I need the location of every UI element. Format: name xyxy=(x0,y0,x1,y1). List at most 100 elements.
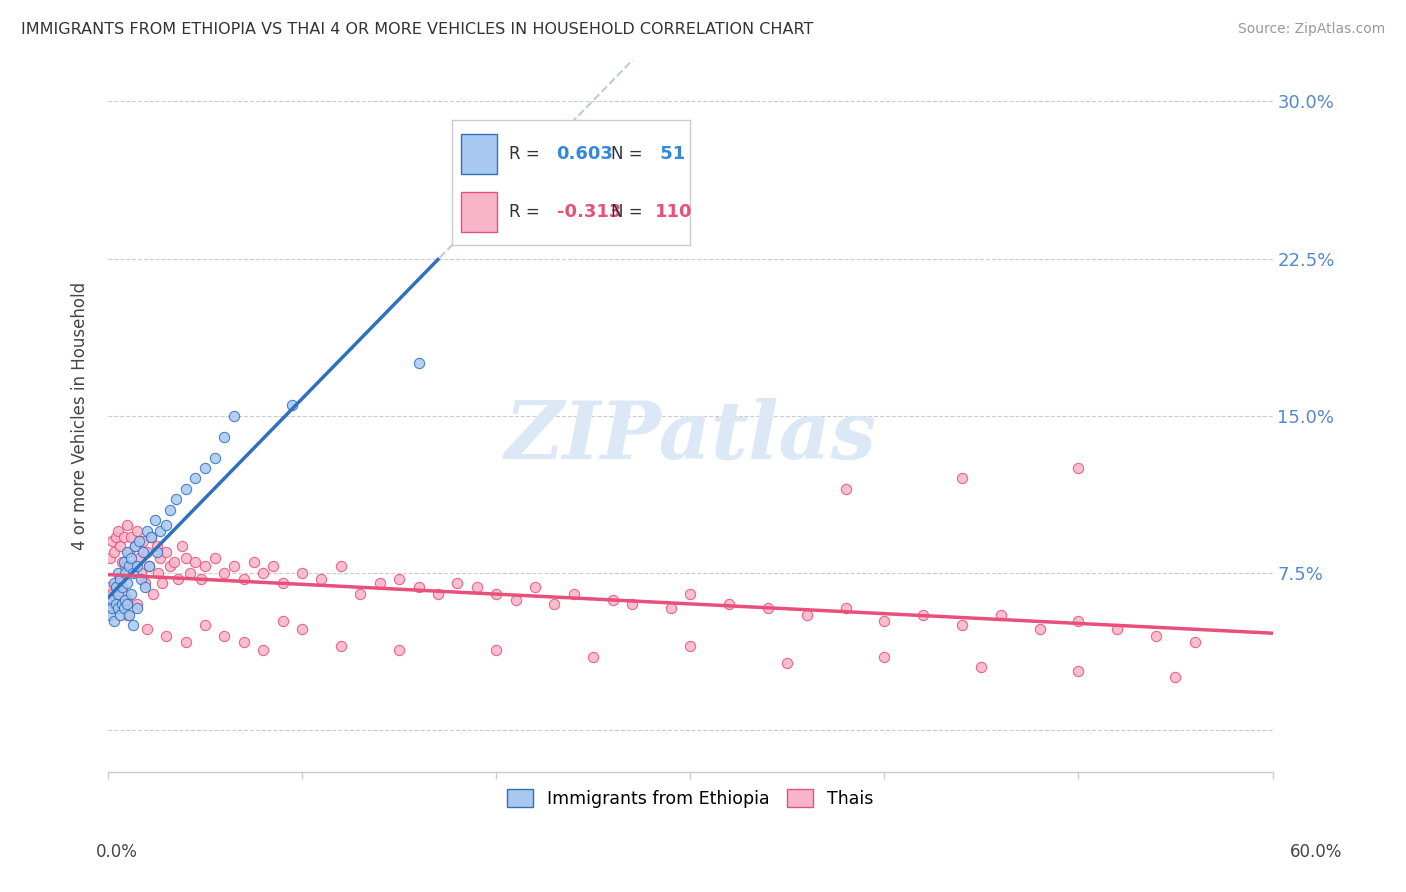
Point xyxy=(1144,629,1167,643)
Point xyxy=(349,587,371,601)
Point xyxy=(128,534,150,549)
Point xyxy=(135,524,157,538)
Point xyxy=(204,450,226,465)
Point xyxy=(291,566,314,580)
Point xyxy=(950,618,973,632)
Point xyxy=(271,614,294,628)
Point xyxy=(142,587,165,601)
Point xyxy=(179,566,201,580)
Point xyxy=(582,649,605,664)
Point xyxy=(122,566,145,580)
Point xyxy=(127,601,149,615)
Point xyxy=(117,593,139,607)
Y-axis label: 4 or more Vehicles in Household: 4 or more Vehicles in Household xyxy=(72,282,89,549)
Point xyxy=(446,576,468,591)
Point xyxy=(108,539,131,553)
Point xyxy=(194,461,217,475)
Point xyxy=(505,593,527,607)
Point xyxy=(485,643,508,657)
Point xyxy=(114,559,136,574)
Point xyxy=(184,555,207,569)
Point xyxy=(659,601,682,615)
Text: 60.0%: 60.0% xyxy=(1291,843,1343,861)
Point xyxy=(124,539,146,553)
Point xyxy=(103,597,125,611)
Point xyxy=(167,572,190,586)
Point xyxy=(103,614,125,628)
Point xyxy=(190,572,212,586)
Point xyxy=(163,555,186,569)
Point xyxy=(174,635,197,649)
Point xyxy=(194,618,217,632)
Point xyxy=(150,576,173,591)
Point xyxy=(101,587,124,601)
Point xyxy=(112,601,135,615)
Point xyxy=(281,398,304,412)
Point xyxy=(1107,622,1129,636)
Point xyxy=(950,471,973,485)
Legend: Immigrants from Ethiopia, Thais: Immigrants from Ethiopia, Thais xyxy=(499,780,882,816)
Point xyxy=(108,572,131,586)
Point xyxy=(145,545,167,559)
Point xyxy=(224,409,246,423)
Point xyxy=(388,643,411,657)
Point xyxy=(117,545,139,559)
Point xyxy=(129,566,152,580)
Point xyxy=(796,607,818,622)
Point xyxy=(134,581,156,595)
Point xyxy=(602,593,624,607)
Point xyxy=(834,601,856,615)
Point xyxy=(271,576,294,591)
Point xyxy=(107,601,129,615)
Point xyxy=(135,545,157,559)
Point xyxy=(756,601,779,615)
Point xyxy=(107,587,129,601)
Point xyxy=(117,517,139,532)
Point xyxy=(112,555,135,569)
Point xyxy=(114,593,136,607)
Point xyxy=(214,629,236,643)
Point xyxy=(149,551,172,566)
Point xyxy=(159,503,181,517)
Point xyxy=(148,566,170,580)
Point xyxy=(127,524,149,538)
Point xyxy=(873,614,896,628)
Point xyxy=(368,576,391,591)
Point xyxy=(242,555,264,569)
Point xyxy=(128,551,150,566)
Point xyxy=(776,656,799,670)
Point xyxy=(232,572,254,586)
Point xyxy=(204,551,226,566)
Point xyxy=(194,559,217,574)
Point xyxy=(124,539,146,553)
Point xyxy=(388,572,411,586)
Point xyxy=(329,559,352,574)
Point xyxy=(232,635,254,649)
Point xyxy=(408,581,430,595)
Point xyxy=(98,581,121,595)
Point xyxy=(329,639,352,653)
Point xyxy=(118,607,141,622)
Point xyxy=(107,576,129,591)
Point xyxy=(252,643,274,657)
Point xyxy=(224,559,246,574)
Point xyxy=(679,639,702,653)
Point xyxy=(524,581,547,595)
Point xyxy=(165,492,187,507)
Point xyxy=(134,576,156,591)
Point xyxy=(184,471,207,485)
Point xyxy=(138,559,160,574)
Point xyxy=(101,534,124,549)
Point xyxy=(262,559,284,574)
Point xyxy=(108,607,131,622)
Point xyxy=(138,559,160,574)
Point xyxy=(107,566,129,580)
Point xyxy=(110,597,132,611)
Point xyxy=(122,559,145,574)
Point xyxy=(107,601,129,615)
Point xyxy=(174,551,197,566)
Point xyxy=(143,513,166,527)
Text: 0.0%: 0.0% xyxy=(96,843,138,861)
Point xyxy=(990,607,1012,622)
Point xyxy=(970,660,993,674)
